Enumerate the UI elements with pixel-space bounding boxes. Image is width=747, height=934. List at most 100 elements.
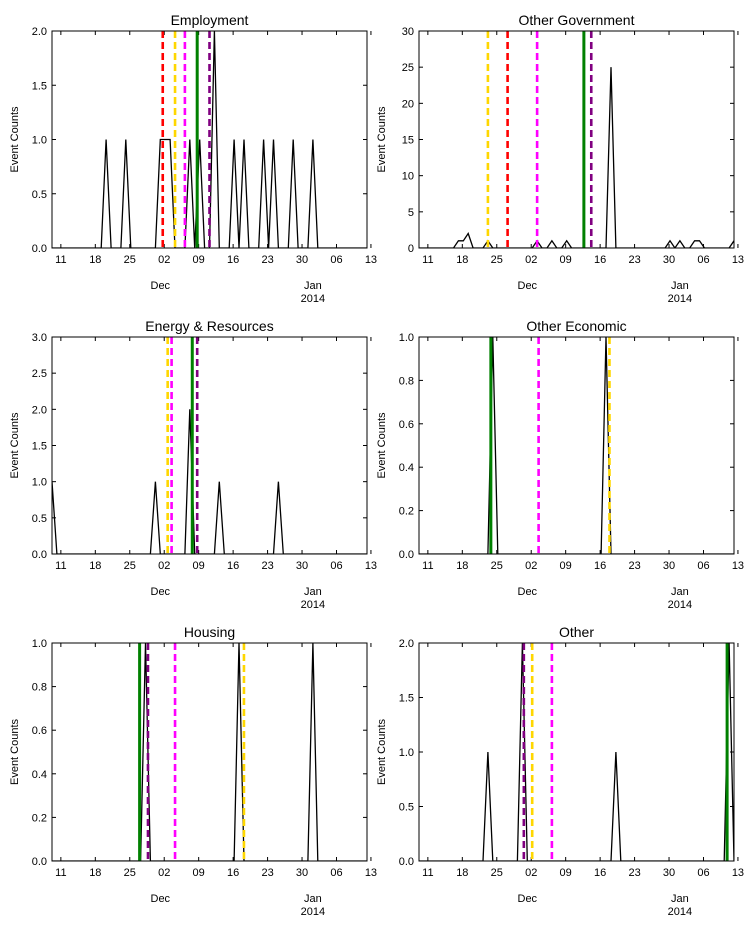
plot-frame (51, 30, 368, 249)
y-tick-label: 2.0 (32, 26, 47, 38)
y-tick-label: 0.0 (32, 549, 47, 561)
x-tick-label: 25 (491, 560, 503, 572)
chart-title: Other Economic (526, 318, 626, 334)
x-tick-label: 16 (594, 867, 606, 879)
y-axis-label: Event Counts (9, 412, 21, 479)
x-tick-label: 11 (422, 867, 433, 879)
x-tick-label: 25 (491, 254, 503, 266)
x-tick-label: 18 (89, 867, 101, 879)
y-axis-label: Event Counts (376, 106, 388, 173)
x-tick-label: 23 (628, 560, 640, 572)
chart-title: Energy & Resources (145, 318, 273, 334)
x-tick-label: 25 (124, 254, 136, 266)
x-month-label: Jan (304, 586, 322, 598)
x-month-label: Jan (304, 280, 322, 292)
x-tick-label: 09 (193, 560, 205, 572)
event-count-line (419, 643, 734, 861)
x-year-label: 2014 (668, 906, 692, 918)
y-tick-label: 0.6 (32, 725, 47, 737)
x-tick-label: 06 (697, 560, 709, 572)
x-tick-label: 23 (628, 867, 640, 879)
x-tick-label: 16 (227, 560, 239, 572)
x-tick-label: 16 (594, 560, 606, 572)
y-tick-label: 0.2 (399, 506, 414, 518)
y-tick-label: 15 (402, 135, 414, 147)
chart-panel-1: Employment Event Counts 0.0 0.5 1.0 1.5 2.0 11 1… (9, 12, 377, 305)
chart-panel-5: Housing Event Counts 0.0 0.2 0.4 0.6 0.8 1.0 11 1… (9, 624, 377, 918)
x-tick-label: 25 (124, 867, 136, 879)
x-tick-label: 23 (261, 867, 273, 879)
y-tick-label: 0.0 (32, 243, 47, 255)
x-tick-label: 09 (560, 254, 572, 266)
x-year-label: 2014 (668, 293, 692, 305)
x-tick-label: 06 (330, 254, 342, 266)
x-month-label: Dec (151, 280, 171, 292)
y-tick-label: 0.8 (32, 682, 47, 694)
y-tick-label: 20 (402, 98, 414, 110)
x-tick-label: 02 (525, 560, 537, 572)
x-month-label: Dec (518, 586, 538, 598)
chart-title: Other Government (519, 12, 635, 28)
x-month-label: Jan (671, 586, 689, 598)
x-tick-label: 13 (732, 560, 744, 572)
x-month-label: Dec (151, 893, 171, 905)
x-tick-label: 02 (525, 254, 537, 266)
y-tick-label: 5 (408, 207, 414, 219)
x-tick-label: 23 (261, 254, 273, 266)
x-tick-label: 30 (663, 867, 675, 879)
y-axis-label: Event Counts (9, 106, 21, 173)
x-tick-label: 18 (89, 560, 101, 572)
x-tick-label: 23 (261, 560, 273, 572)
y-tick-label: 0.6 (399, 419, 414, 431)
plot-frame (418, 336, 735, 555)
chart-panel-3: Energy & Resources Event Counts 0.0 0.5 1.0 1… (9, 318, 377, 611)
y-tick-label: 3.0 (32, 332, 47, 344)
x-year-label: 2014 (668, 599, 692, 611)
x-tick-label: 11 (55, 560, 66, 572)
x-tick-label: 30 (296, 867, 308, 879)
x-tick-label: 23 (628, 254, 640, 266)
x-month-label: Jan (671, 893, 689, 905)
y-tick-label: 2.0 (32, 404, 47, 416)
x-tick-label: 11 (422, 560, 433, 572)
y-tick-label: 1.5 (32, 441, 47, 453)
y-tick-label: 1.0 (399, 747, 414, 759)
plot-frame (51, 336, 368, 555)
x-tick-label: 11 (55, 867, 66, 879)
chart-title: Housing (184, 624, 235, 640)
y-tick-label: 0.2 (32, 812, 47, 824)
y-tick-label: 0 (408, 243, 414, 255)
x-tick-label: 06 (697, 867, 709, 879)
x-tick-label: 18 (89, 254, 101, 266)
y-tick-label: 0.5 (32, 189, 47, 201)
x-month-label: Jan (671, 280, 689, 292)
x-year-label: 2014 (301, 906, 325, 918)
y-tick-label: 1.5 (399, 693, 414, 705)
y-tick-label: 0.4 (399, 462, 414, 474)
x-month-label: Dec (518, 893, 538, 905)
y-tick-label: 30 (402, 26, 414, 38)
x-tick-label: 16 (594, 254, 606, 266)
x-tick-label: 25 (491, 867, 503, 879)
y-tick-label: 1.0 (399, 332, 414, 344)
x-tick-label: 02 (525, 867, 537, 879)
event-count-line (52, 31, 367, 248)
x-tick-label: 02 (158, 867, 170, 879)
x-tick-label: 09 (560, 867, 572, 879)
y-tick-label: 0.5 (32, 513, 47, 525)
y-tick-label: 0.5 (399, 802, 414, 814)
x-tick-label: 13 (732, 867, 744, 879)
y-tick-label: 2.0 (399, 638, 414, 650)
x-tick-label: 30 (296, 254, 308, 266)
y-tick-label: 1.0 (32, 638, 47, 650)
x-tick-label: 13 (365, 560, 377, 572)
x-tick-label: 13 (365, 867, 377, 879)
x-tick-label: 13 (732, 254, 744, 266)
x-tick-label: 16 (227, 254, 239, 266)
plot-frame (418, 30, 735, 249)
chart-panel-2: Other Government Event Counts 0 5 10 15 20 25 30… (376, 12, 744, 305)
y-tick-label: 0.0 (399, 856, 414, 868)
x-month-label: Jan (304, 893, 322, 905)
y-tick-label: 0.0 (399, 549, 414, 561)
